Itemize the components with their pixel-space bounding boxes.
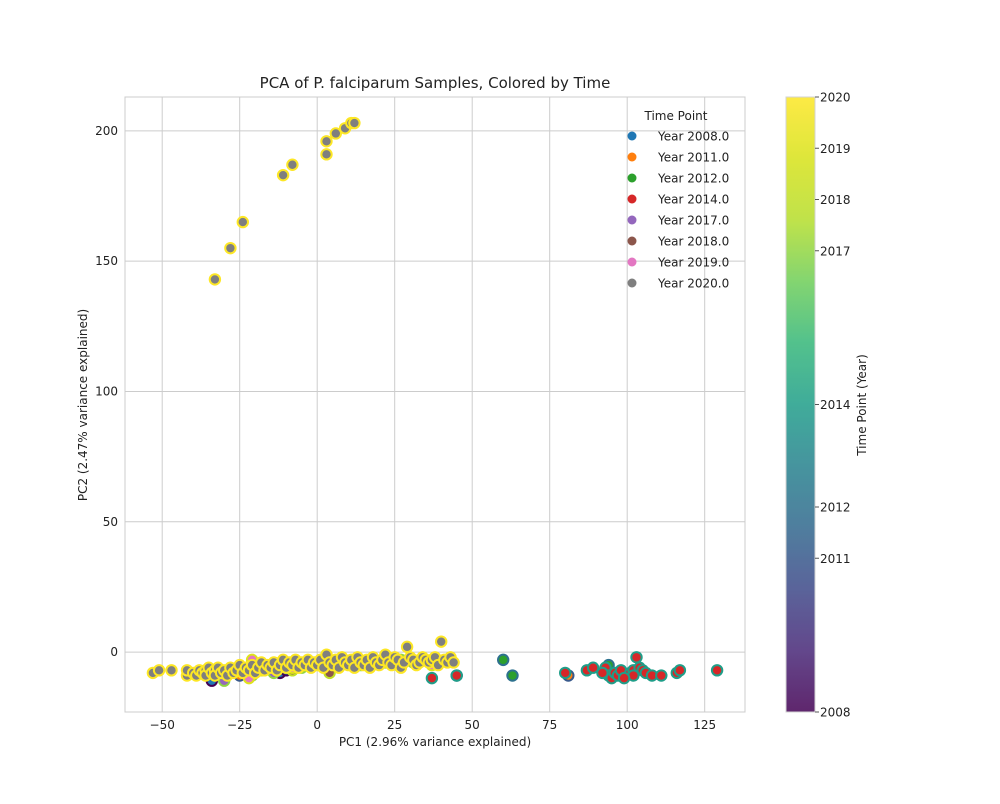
legend-label: Year 2008.0 bbox=[657, 130, 729, 144]
legend-label: Year 2014.0 bbox=[657, 193, 729, 207]
data-point bbox=[673, 664, 687, 677]
legend-marker bbox=[627, 257, 637, 267]
data-point bbox=[435, 635, 448, 648]
plot-frame bbox=[124, 96, 746, 713]
data-point bbox=[447, 656, 460, 669]
plot-area: −50 −25 0 25 50 75 100 125 0 50 100 150 200 bbox=[95, 96, 746, 732]
data-points bbox=[146, 116, 724, 687]
colorbar-tick-label: 2012 bbox=[820, 501, 851, 515]
data-point bbox=[320, 135, 333, 148]
x-tick-label: −25 bbox=[227, 718, 252, 732]
colorbar: 2008 2011 2012 2014 2017 2018 2019 2020 Time Po… bbox=[785, 91, 869, 720]
colorbar-tick-label: 2020 bbox=[820, 91, 851, 105]
legend-label: Year 2011.0 bbox=[657, 151, 729, 165]
colorbar-gradient bbox=[785, 96, 816, 713]
y-tick-label: 150 bbox=[95, 254, 118, 268]
data-point bbox=[208, 273, 222, 286]
legend-marker bbox=[627, 215, 637, 225]
legend-label: Year 2017.0 bbox=[657, 214, 729, 228]
y-axis-title: PC2 (2.47% variance explained) bbox=[76, 309, 90, 501]
colorbar-tick-label: 2014 bbox=[820, 398, 851, 412]
legend-marker bbox=[627, 194, 637, 204]
data-point bbox=[320, 148, 333, 161]
colorbar-tick-label: 2008 bbox=[820, 706, 851, 720]
x-tick-label: 75 bbox=[542, 718, 557, 732]
data-point bbox=[276, 168, 290, 182]
data-point bbox=[655, 669, 668, 682]
legend-marker bbox=[627, 131, 637, 141]
legend-label: Year 2018.0 bbox=[657, 235, 729, 249]
data-point bbox=[425, 671, 439, 685]
x-axis-ticks: −50 −25 0 25 50 75 100 125 bbox=[150, 718, 717, 732]
data-point bbox=[329, 127, 342, 140]
data-point bbox=[224, 241, 237, 255]
data-point bbox=[506, 669, 519, 682]
data-point bbox=[710, 664, 724, 677]
colorbar-tick-label: 2017 bbox=[820, 244, 851, 258]
x-tick-label: 50 bbox=[465, 718, 480, 732]
data-point bbox=[165, 664, 178, 677]
colorbar-tick-label: 2018 bbox=[820, 193, 851, 207]
colorbar-tick-label: 2019 bbox=[820, 142, 851, 156]
chart-title: PCA of P. falciparum Samples, Colored by… bbox=[260, 74, 611, 92]
y-tick-label: 200 bbox=[95, 124, 118, 138]
data-point bbox=[586, 661, 600, 674]
data-point bbox=[152, 664, 166, 677]
legend-items: Year 2008.0 Year 2011.0 Year 2012.0 Year 20… bbox=[627, 130, 729, 291]
colorbar-title: Time Point (Year) bbox=[855, 354, 869, 457]
grid-lines bbox=[125, 97, 745, 712]
data-point bbox=[400, 640, 414, 654]
data-point bbox=[236, 215, 250, 229]
y-axis-ticks: 0 50 100 150 200 bbox=[95, 124, 118, 659]
data-point bbox=[596, 666, 609, 680]
legend-label: Year 2019.0 bbox=[657, 256, 729, 270]
legend-marker bbox=[627, 236, 637, 246]
legend-marker bbox=[627, 278, 637, 288]
x-axis-title: PC1 (2.96% variance explained) bbox=[339, 735, 531, 749]
data-point bbox=[630, 651, 643, 664]
y-tick-label: 100 bbox=[95, 384, 118, 398]
x-tick-label: 100 bbox=[616, 718, 639, 732]
data-point bbox=[348, 116, 361, 130]
data-point bbox=[617, 671, 631, 685]
x-tick-label: 125 bbox=[693, 718, 716, 732]
legend-marker bbox=[627, 152, 637, 162]
x-tick-label: 25 bbox=[387, 718, 402, 732]
y-tick-label: 0 bbox=[110, 645, 118, 659]
legend-label: Year 2020.0 bbox=[657, 277, 729, 291]
legend-marker bbox=[627, 173, 637, 183]
legend-label: Year 2012.0 bbox=[657, 172, 729, 186]
x-tick-label: −50 bbox=[150, 718, 175, 732]
x-tick-label: 0 bbox=[313, 718, 321, 732]
data-point bbox=[497, 653, 510, 667]
data-point bbox=[559, 666, 572, 680]
legend-title: Time Point bbox=[644, 109, 708, 123]
data-point bbox=[450, 669, 463, 682]
colorbar-tick-label: 2011 bbox=[820, 552, 851, 566]
colorbar-ticks: 2008 2011 2012 2014 2017 2018 2019 2020 bbox=[815, 91, 851, 720]
y-tick-label: 50 bbox=[103, 515, 118, 529]
data-point bbox=[286, 158, 299, 171]
